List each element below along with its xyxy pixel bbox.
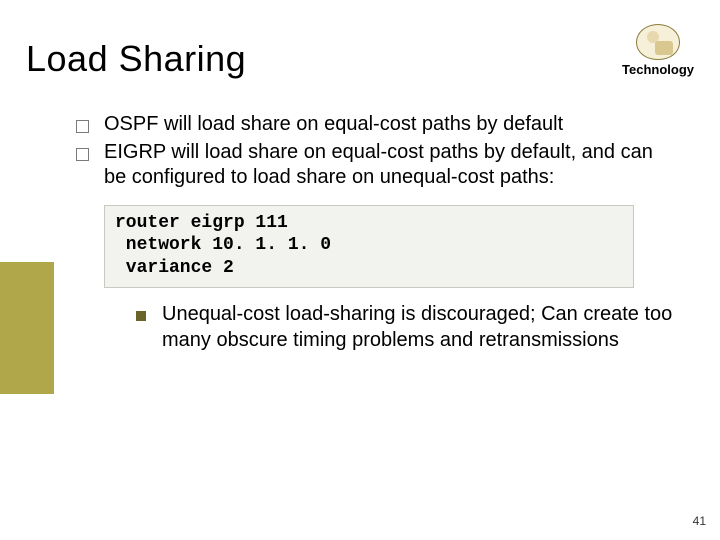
- header-row: Load Sharing Technology: [26, 38, 694, 80]
- bullet-item: EIGRP will load share on equal-cost path…: [76, 140, 674, 191]
- content-area: OSPF will load share on equal-cost paths…: [76, 112, 674, 353]
- slide-title: Load Sharing: [26, 38, 246, 80]
- technology-label: Technology: [622, 62, 694, 77]
- sub-bullet-item: Unequal-cost load-sharing is discouraged…: [136, 302, 674, 353]
- bullet-item: OSPF will load share on equal-cost paths…: [76, 112, 674, 138]
- sub-bullet-list: Unequal-cost load-sharing is discouraged…: [136, 302, 674, 353]
- code-block: router eigrp 111 network 10. 1. 1. 0 var…: [104, 205, 634, 289]
- bullet-list: OSPF will load share on equal-cost paths…: [76, 112, 674, 191]
- technology-icon: [636, 24, 680, 60]
- technology-badge: Technology: [622, 24, 694, 77]
- slide-container: Load Sharing Technology OSPF will load s…: [0, 0, 720, 540]
- page-number: 41: [693, 514, 706, 528]
